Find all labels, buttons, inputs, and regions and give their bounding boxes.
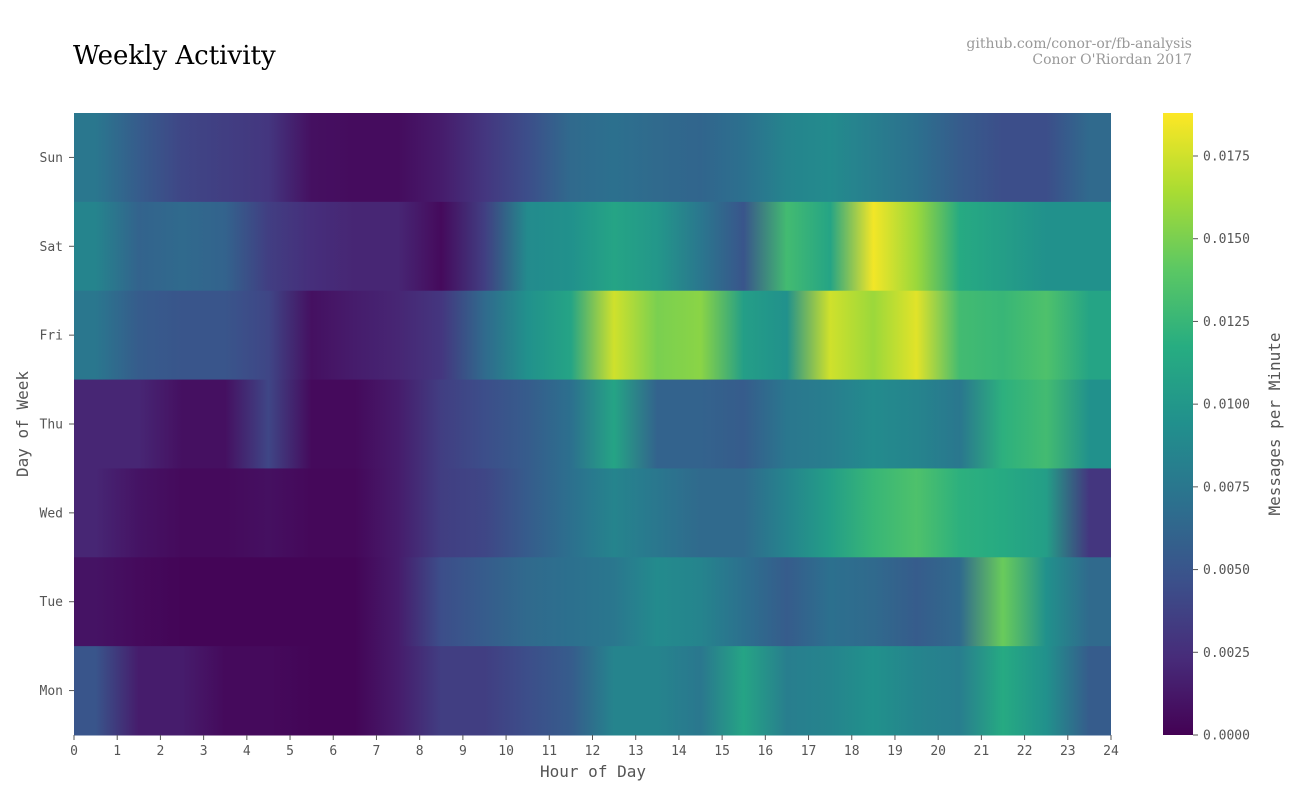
x-tick-label: 8	[416, 744, 424, 759]
y-tick-label: Wed	[40, 506, 63, 521]
colorbar-tick-label: 0.0000	[1203, 729, 1250, 744]
x-tick-label: 5	[286, 744, 294, 759]
y-tick-label: Tue	[40, 595, 64, 610]
x-tick-label: 9	[459, 744, 467, 759]
x-tick-label: 4	[243, 744, 251, 759]
x-tick-label: 17	[801, 744, 817, 759]
colorbar-label: Messages per Minute	[1265, 332, 1284, 515]
x-tick-label: 2	[157, 744, 165, 759]
x-tick-label: 22	[1017, 744, 1033, 759]
x-tick-label: 11	[541, 744, 557, 759]
heatmap-row-fri	[74, 290, 1111, 381]
y-tick-label: Fri	[40, 329, 63, 344]
x-tick-label: 3	[200, 744, 208, 759]
x-tick-label: 10	[498, 744, 514, 759]
x-tick-label: 21	[974, 744, 990, 759]
x-tick-label: 12	[585, 744, 601, 759]
x-tick-label: 14	[671, 744, 687, 759]
colorbar-ticks: 0.0000 0.0025 0.0050 0.0075 0.0100 0.0125 0.01…	[1193, 150, 1250, 744]
x-tick-label: 24	[1103, 744, 1119, 759]
x-tick-label: 0	[70, 744, 78, 759]
x-axis-ticks: 0 1 2 3 4 5 6 7 8 9 10 11 12 13 14 15 16 17 18 19 20 21 22 23 24	[70, 735, 1119, 759]
heatmap-row-thu	[74, 379, 1111, 469]
x-tick-label: 18	[844, 744, 860, 759]
heatmap-row-sat	[74, 201, 1111, 292]
heatmap-row-tue	[74, 557, 1111, 647]
colorbar-tick-label: 0.0100	[1203, 398, 1250, 413]
y-tick-label: Sat	[40, 240, 63, 255]
x-tick-label: 7	[373, 744, 381, 759]
y-axis-label: Day of Week	[13, 371, 32, 477]
x-axis-label: Hour of Day	[540, 762, 646, 781]
x-tick-label: 15	[714, 744, 730, 759]
y-tick-label: Sun	[40, 151, 63, 166]
heatmap-plot-area	[74, 113, 1111, 736]
x-tick-label: 6	[329, 744, 337, 759]
chart-title: Weekly Activity	[73, 41, 276, 71]
x-tick-label: 13	[628, 744, 644, 759]
colorbar-tick-label: 0.0025	[1203, 646, 1250, 661]
x-tick-label: 23	[1060, 744, 1076, 759]
credit-author: Conor O'Riordan 2017	[1032, 52, 1192, 68]
y-tick-label: Mon	[40, 684, 63, 699]
credit-repo: github.com/conor-or/fb-analysis	[966, 36, 1192, 52]
x-tick-label: 19	[887, 744, 903, 759]
y-tick-label: Thu	[40, 418, 63, 433]
x-tick-label: 20	[930, 744, 946, 759]
heatmap-row-wed	[74, 468, 1111, 558]
colorbar	[1163, 113, 1193, 735]
colorbar-tick-label: 0.0150	[1203, 232, 1250, 247]
colorbar-tick-label: 0.0175	[1203, 150, 1250, 165]
colorbar-tick-label: 0.0075	[1203, 480, 1250, 495]
colorbar-tick-label: 0.0050	[1203, 563, 1250, 578]
x-tick-label: 1	[113, 744, 121, 759]
heatmap-row-sun	[74, 113, 1111, 203]
colorbar-tick-label: 0.0125	[1203, 315, 1250, 330]
x-tick-label: 16	[758, 744, 774, 759]
heatmap-row-mon	[74, 646, 1111, 736]
y-axis-ticks: Sun Sat Fri Thu Wed Tue Mon	[40, 151, 74, 699]
